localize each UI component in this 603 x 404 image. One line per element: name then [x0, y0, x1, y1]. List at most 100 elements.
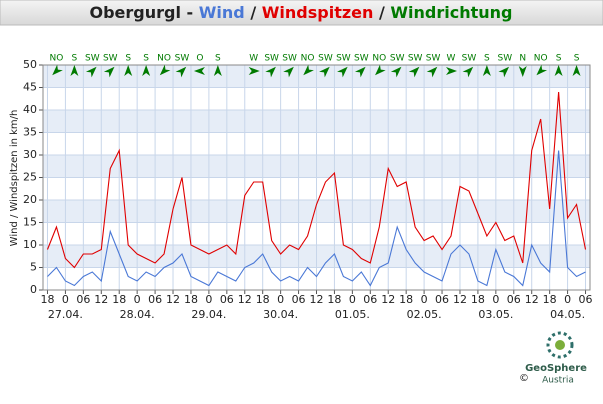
legend-direction: Windrichtung — [390, 3, 512, 22]
x-tick-label: 18 — [184, 293, 198, 306]
wind-arrow — [52, 64, 63, 76]
direction-label: SW — [282, 54, 297, 64]
wind-arrow — [375, 64, 386, 76]
chart-title: Obergurgl - Wind / Windspitzen / Windric… — [90, 3, 513, 22]
x-date-label: 27.04. — [48, 308, 83, 321]
direction-label: NO — [534, 54, 548, 64]
x-date-label: 28.04. — [120, 308, 155, 321]
wind-arrow — [283, 66, 294, 78]
title-bar — [0, 0, 603, 26]
logo-mark — [546, 331, 574, 359]
logo-sub: Austria — [542, 376, 574, 386]
legend-wind: Wind — [199, 3, 245, 22]
direction-label: NO — [301, 54, 315, 64]
wind-arrow — [518, 66, 527, 77]
x-tick-label: 06 — [148, 293, 162, 306]
direction-label: SW — [318, 54, 333, 64]
direction-label: S — [484, 54, 490, 64]
x-tick-label: 12 — [453, 293, 467, 306]
direction-label: SW — [354, 54, 369, 64]
x-tick-label: 12 — [238, 293, 252, 306]
direction-label: SW — [103, 54, 118, 64]
y-tick-label: 30 — [23, 148, 37, 161]
x-date-label: 30.04. — [263, 308, 298, 321]
direction-label: SW — [175, 54, 190, 64]
x-tick-label: 0 — [62, 293, 69, 306]
direction-label: O — [196, 54, 203, 64]
x-tick-label: 18 — [112, 293, 126, 306]
y-tick-label: 15 — [23, 216, 37, 229]
logo: GeoSphere Austria © — [519, 331, 587, 386]
wind-arrow — [446, 67, 458, 75]
x-date-label: 29.04. — [191, 308, 226, 321]
x-tick-label: 0 — [564, 293, 571, 306]
direction-label: W — [447, 54, 456, 64]
wind-arrow — [70, 65, 79, 76]
x-tick-label: 18 — [471, 293, 485, 306]
wind-arrow — [337, 66, 348, 78]
y-tick-label: 45 — [23, 81, 37, 94]
wind-arrow — [462, 66, 474, 78]
wind-arrow — [426, 66, 438, 78]
x-tick-label: 06 — [76, 293, 90, 306]
x-tick-label: 06 — [220, 293, 234, 306]
y-tick-label: 5 — [30, 261, 37, 274]
direction-label: S — [125, 54, 131, 64]
wind-arrow — [213, 65, 222, 76]
wind-arrow — [175, 66, 187, 78]
logo-mark — [555, 340, 565, 350]
x-tick-label: 06 — [363, 293, 377, 306]
y-tick-label: 40 — [23, 103, 37, 116]
wind-arrow — [142, 65, 151, 76]
x-tick-label: 18 — [256, 293, 270, 306]
x-tick-label: 06 — [507, 293, 521, 306]
y-tick-label: 0 — [30, 283, 37, 296]
copyright: © — [519, 373, 529, 384]
direction-label: N — [519, 54, 526, 64]
logo-name: GeoSphere — [525, 363, 587, 374]
direction-label: SW — [408, 54, 423, 64]
x-tick-label: 0 — [277, 293, 284, 306]
x-tick-label: 0 — [205, 293, 212, 306]
wind-arrow — [354, 66, 366, 78]
title-sep: - — [187, 3, 194, 22]
x-tick-label: 06 — [435, 293, 449, 306]
series-line — [47, 150, 586, 287]
title-sep: / — [379, 3, 385, 22]
wind-arrow — [482, 65, 491, 76]
wind-arrow — [103, 66, 115, 78]
title-sep: / — [250, 3, 256, 22]
x-tick-label: 12 — [166, 293, 180, 306]
wind-arrow — [193, 67, 205, 75]
x-tick-label: 12 — [381, 293, 395, 306]
x-tick-label: 18 — [399, 293, 413, 306]
x-date-label: 04.05. — [550, 308, 585, 321]
x-date-label: 01.05. — [335, 308, 370, 321]
direction-label: SW — [426, 54, 441, 64]
wind-arrow — [85, 66, 97, 78]
direction-label: S — [215, 54, 221, 64]
direction-label: SW — [390, 54, 405, 64]
y-axis-label: Wind / Windspitzen in km/h — [9, 110, 20, 247]
wind-arrow — [498, 66, 510, 78]
direction-label: S — [72, 54, 78, 64]
wind-arrow — [554, 65, 563, 76]
direction-label: NO — [372, 54, 386, 64]
wind-arrow — [159, 64, 171, 76]
legend-gust: Windspitzen — [262, 3, 374, 22]
series-line — [46, 91, 587, 269]
plot-frame — [42, 64, 591, 291]
wind-arrow — [536, 64, 548, 76]
wind-arrow — [319, 66, 330, 78]
wind-arrow — [265, 66, 276, 78]
direction-label: SW — [85, 54, 100, 64]
y-tick-label: 20 — [23, 193, 37, 206]
direction-label: SW — [336, 54, 351, 64]
direction-label: SW — [462, 54, 477, 64]
direction-label: NO — [157, 54, 171, 64]
x-tick-label: 0 — [492, 293, 499, 306]
wind-arrow — [303, 64, 314, 76]
